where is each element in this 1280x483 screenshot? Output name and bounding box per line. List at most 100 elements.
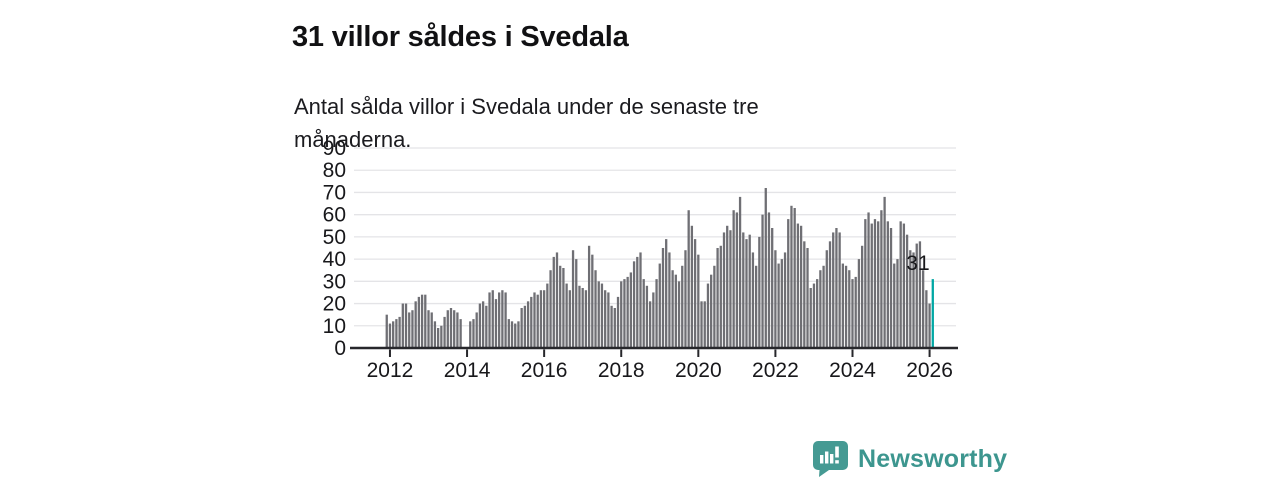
bar	[893, 263, 896, 348]
bar	[533, 292, 536, 348]
y-tick-label: 50	[323, 226, 346, 249]
bar	[459, 319, 462, 348]
bar	[417, 296, 421, 348]
bar	[475, 312, 478, 348]
bar	[616, 296, 620, 348]
bar	[735, 212, 739, 348]
bar	[886, 221, 889, 348]
bar	[825, 250, 828, 348]
bar	[626, 276, 629, 348]
bar	[501, 290, 504, 348]
bar	[607, 292, 610, 348]
bar	[751, 252, 755, 348]
bar	[774, 250, 777, 348]
y-tick-label: 30	[323, 270, 346, 293]
bar	[449, 308, 453, 348]
bar	[661, 248, 665, 348]
bar	[552, 256, 555, 348]
bar	[832, 232, 835, 348]
bar	[841, 263, 844, 348]
bar	[491, 290, 494, 348]
bar	[793, 208, 796, 348]
bar	[485, 305, 488, 348]
bar	[693, 239, 697, 348]
bar	[472, 319, 475, 348]
bar	[517, 321, 520, 348]
bar	[771, 228, 774, 348]
bar	[674, 274, 677, 348]
bar	[408, 312, 411, 348]
bar	[453, 310, 456, 348]
bar	[732, 210, 735, 348]
bar	[571, 250, 575, 348]
last-value-label: 31	[906, 252, 929, 275]
bar	[446, 310, 449, 348]
bar	[652, 292, 655, 348]
bar	[697, 254, 700, 348]
bar	[404, 303, 408, 348]
bar	[754, 265, 758, 348]
bar	[889, 228, 893, 348]
bar	[565, 283, 568, 348]
bar	[498, 292, 501, 348]
bar	[600, 283, 604, 348]
bar	[610, 305, 613, 348]
bar	[777, 263, 780, 348]
bar	[726, 225, 729, 348]
bar	[436, 328, 440, 348]
bar	[822, 265, 825, 348]
bar	[420, 294, 424, 348]
bar	[456, 312, 459, 348]
bar	[877, 221, 880, 348]
bar	[575, 259, 578, 348]
bar	[562, 268, 565, 348]
bar	[870, 223, 873, 348]
bar	[738, 196, 742, 348]
bar	[514, 323, 517, 348]
bar	[764, 188, 767, 348]
bar	[864, 219, 867, 348]
bar	[873, 219, 877, 348]
bar	[700, 301, 703, 348]
bar	[568, 290, 571, 348]
bar	[546, 283, 549, 348]
bar	[510, 321, 514, 348]
y-tick-label: 70	[323, 181, 346, 204]
bar	[722, 232, 726, 348]
bar	[854, 276, 857, 348]
bar	[539, 290, 543, 348]
bar	[427, 310, 430, 348]
bar	[671, 270, 674, 348]
bar	[716, 248, 719, 348]
bar	[803, 241, 806, 348]
bar	[507, 319, 510, 348]
bar	[809, 288, 812, 348]
bar	[748, 234, 751, 348]
bar	[526, 301, 530, 348]
bar	[469, 321, 472, 348]
newsworthy-logo[interactable]: Newsworthy	[812, 440, 1007, 478]
bar	[578, 285, 581, 348]
bar	[880, 210, 883, 348]
y-tick-label: 40	[323, 248, 346, 271]
bar	[883, 196, 886, 348]
bar	[632, 261, 636, 348]
bar	[398, 316, 401, 348]
bar	[729, 230, 732, 348]
bar	[790, 205, 793, 348]
bar	[925, 290, 928, 348]
bar	[857, 259, 861, 348]
bar	[440, 325, 443, 348]
bar	[392, 321, 395, 348]
bar	[642, 279, 645, 348]
bar	[799, 225, 803, 348]
bar	[594, 270, 597, 348]
bar	[761, 214, 764, 348]
bar	[504, 292, 507, 348]
bar	[591, 254, 594, 348]
bar	[613, 308, 616, 348]
bar	[648, 301, 652, 348]
x-tick-label: 2012	[367, 359, 414, 382]
bar	[549, 270, 552, 348]
